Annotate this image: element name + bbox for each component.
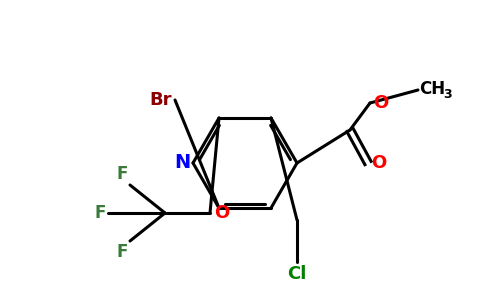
Text: O: O [373, 94, 388, 112]
Text: 3: 3 [443, 88, 452, 100]
Text: F: F [117, 165, 128, 183]
Text: Cl: Cl [287, 265, 307, 283]
Text: O: O [214, 204, 229, 222]
Text: Br: Br [150, 91, 172, 109]
Text: F: F [95, 204, 106, 222]
Text: O: O [371, 154, 386, 172]
Text: N: N [174, 154, 190, 172]
Text: F: F [117, 243, 128, 261]
Text: CH: CH [419, 80, 445, 98]
